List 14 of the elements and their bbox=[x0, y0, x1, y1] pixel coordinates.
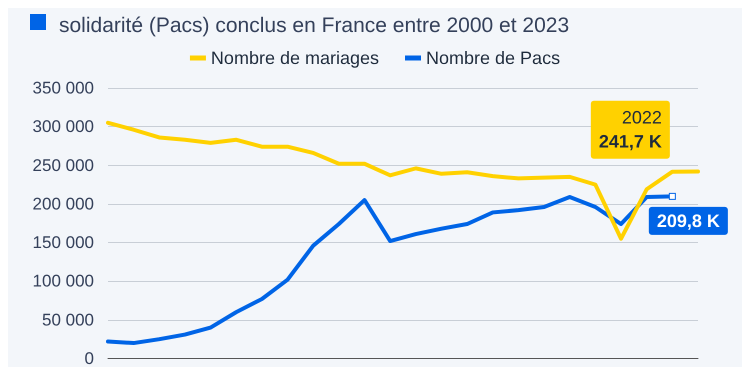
y-tick-label: 350 000 bbox=[32, 78, 94, 98]
data-label: 241,7 K bbox=[598, 132, 662, 152]
y-tick-label: 250 000 bbox=[32, 156, 94, 175]
y-tick-label: 100 000 bbox=[32, 272, 94, 291]
y-tick-label: 300 000 bbox=[32, 117, 94, 136]
y-tick-label: 200 000 bbox=[32, 194, 94, 214]
y-tick-label: 50 000 bbox=[42, 310, 94, 330]
chart-title: solidarité (Pacs) conclus en France entre 2000 et 2023 bbox=[59, 14, 570, 37]
y-tick-label: 150 000 bbox=[32, 233, 94, 252]
data-label: 209,8 K bbox=[656, 210, 720, 231]
annotation: 2022 bbox=[622, 108, 662, 128]
y-tick-label: 0 bbox=[84, 349, 94, 368]
legend-label: Nombre de mariages bbox=[210, 48, 380, 68]
legend-label: Nombre de Pacs bbox=[426, 48, 560, 68]
